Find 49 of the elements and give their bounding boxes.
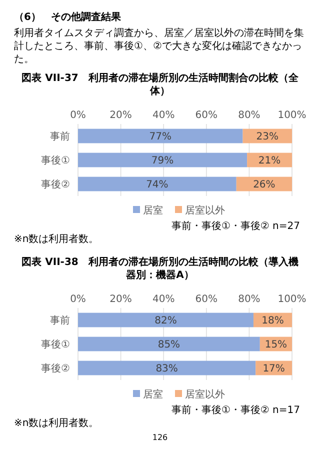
data-label: 74%	[146, 180, 168, 190]
bar	[78, 360, 256, 376]
x-tick-label: 0%	[70, 294, 86, 305]
bar	[78, 128, 243, 144]
data-label: 85%	[158, 340, 180, 350]
chart-title: 図表 VII-37 利用者の滞在場所別の生活時間割合の比較（全体）	[22, 72, 300, 97]
bar	[78, 176, 236, 192]
bar	[78, 152, 248, 168]
text: （6） その他調査結果	[14, 11, 122, 23]
y-tick-label: 事後②	[41, 362, 70, 374]
x-tick-label: 20%	[110, 110, 132, 121]
legend-label: 居室以外	[185, 388, 225, 400]
data-label: 77%	[149, 132, 172, 142]
x-tick-label: 80%	[238, 110, 260, 121]
text: ※n数は利用者数。	[14, 417, 99, 429]
text: ※n数は利用者数。	[14, 233, 99, 245]
chart-title: 図表 VII-38 利用者の滞在場所別の生活時間の比較（導入機器別：機器A）	[22, 256, 298, 281]
text: 利用者タイムスタディ調査から、居室／居室以外の滞在時間を集計したところ、事前、事後①、②で大きな変化は確認できなかった。	[14, 27, 304, 65]
x-tick-label: 40%	[152, 110, 175, 121]
legend-label: 居室	[143, 388, 163, 400]
data-label: 15%	[264, 340, 288, 350]
data-label: 83%	[156, 364, 178, 374]
x-tick-label: 40%	[152, 294, 175, 305]
legend-label: 居室以外	[185, 204, 225, 216]
y-tick-label: 事前	[50, 130, 70, 142]
y-tick-label: 事後①	[41, 154, 70, 166]
data-label: 26%	[253, 180, 276, 190]
data-label: 82%	[154, 316, 177, 326]
x-tick-label: 60%	[195, 110, 218, 121]
data-label: 17%	[262, 364, 285, 374]
text: 126	[152, 433, 168, 442]
y-tick-label: 事後②	[41, 178, 70, 190]
data-label: 23%	[256, 132, 279, 142]
x-tick-label: 100%	[278, 110, 306, 121]
legend-label: 居室	[143, 204, 163, 216]
x-tick-label: 20%	[110, 294, 132, 305]
x-tick-label: 80%	[238, 294, 260, 305]
data-label: 18%	[262, 316, 284, 326]
y-tick-label: 事前	[50, 314, 70, 326]
bar	[78, 312, 254, 328]
x-tick-label: 60%	[195, 294, 218, 305]
x-tick-label: 0%	[70, 110, 86, 121]
text: 事前・事後①・事後② n=27	[171, 220, 300, 232]
y-tick-label: 事後①	[41, 338, 70, 350]
x-tick-label: 100%	[278, 294, 306, 305]
data-label: 79%	[151, 156, 174, 166]
text: 事前・事後①・事後② n=17	[171, 404, 300, 416]
bar	[78, 336, 260, 352]
data-label: 21%	[258, 156, 281, 166]
